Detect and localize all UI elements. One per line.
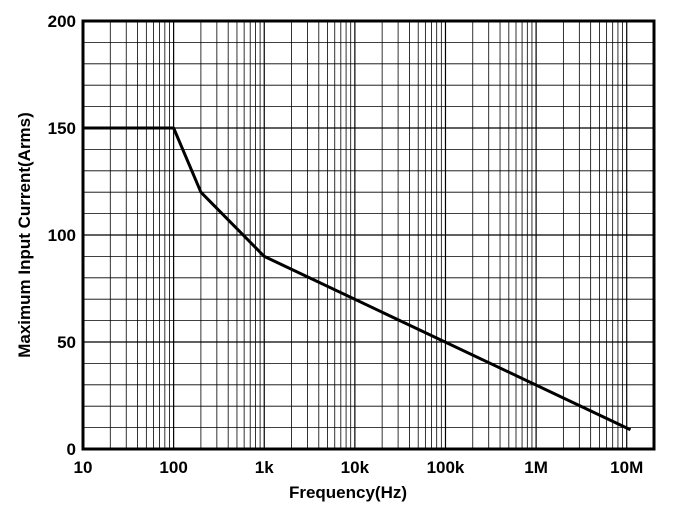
y-tick-label: 0 [67, 440, 76, 459]
x-tick-labels: 10 100 1k 10k 100k 1M 10M [74, 458, 644, 477]
y-tick-label: 200 [48, 12, 76, 31]
y-tick-label: 150 [48, 119, 76, 138]
x-tick-label: 1k [255, 458, 274, 477]
y-tick-label: 50 [57, 333, 76, 352]
y-axis-label: Maximum Input Current(Arms) [15, 112, 34, 358]
x-axis-label: Frequency(Hz) [289, 483, 407, 502]
series-line [83, 126, 632, 432]
x-tick-label: 1M [524, 458, 548, 477]
y-tick-label: 100 [48, 226, 76, 245]
grid [83, 21, 655, 449]
y-tick-labels: 0 50 100 150 200 [48, 12, 76, 459]
plot-frame [81, 19, 656, 451]
x-tick-label: 10M [610, 458, 643, 477]
x-tick-label: 100 [159, 458, 187, 477]
x-tick-label: 10 [74, 458, 93, 477]
x-tick-label: 10k [341, 458, 370, 477]
series [83, 126, 632, 432]
x-tick-label: 100k [427, 458, 465, 477]
